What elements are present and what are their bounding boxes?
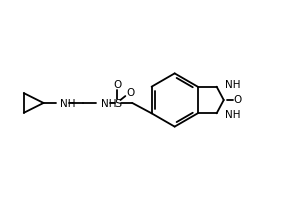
Text: NH: NH: [224, 110, 240, 120]
Text: NH: NH: [60, 99, 76, 109]
Text: S: S: [114, 99, 121, 109]
Text: O: O: [126, 88, 134, 98]
Text: NH: NH: [224, 80, 240, 90]
Text: O: O: [113, 80, 122, 90]
Text: NH: NH: [101, 99, 116, 109]
Text: O: O: [233, 95, 242, 105]
